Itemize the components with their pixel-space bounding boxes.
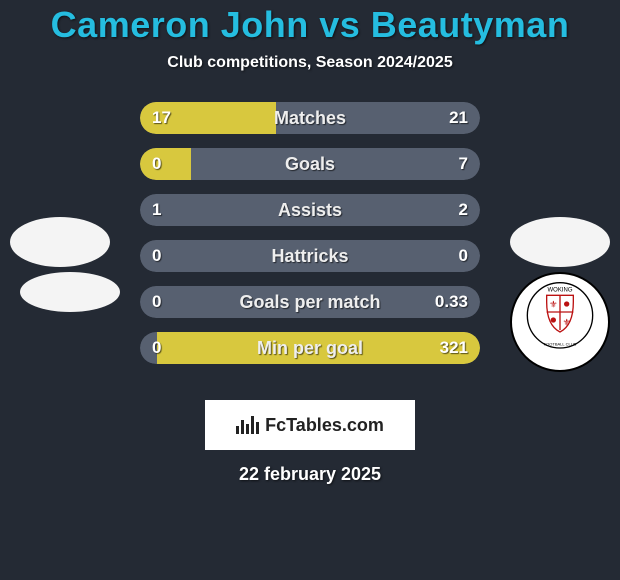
stat-value-right: 0 (459, 240, 468, 272)
player-badge-left-1 (10, 217, 110, 267)
comparison-chart: WOKING FOOTBALL CLUB ⚜ ⚜ 17Matches210Goa… (0, 102, 620, 382)
stat-row: 0Goals per match0.33 (140, 286, 480, 318)
club-crest-right: WOKING FOOTBALL CLUB ⚜ ⚜ (510, 272, 610, 372)
stat-row: 0Goals7 (140, 148, 480, 180)
stat-label: Assists (140, 194, 480, 226)
stat-value-right: 321 (440, 332, 468, 364)
stat-value-right: 2 (459, 194, 468, 226)
shield-icon: WOKING FOOTBALL CLUB ⚜ ⚜ (525, 282, 595, 362)
stat-label: Min per goal (140, 332, 480, 364)
brand-footer: FcTables.com (205, 400, 415, 450)
player-badge-left-2 (20, 272, 120, 312)
stat-label: Matches (140, 102, 480, 134)
svg-text:FOOTBALL CLUB: FOOTBALL CLUB (544, 341, 577, 346)
stat-value-right: 0.33 (435, 286, 468, 318)
stat-value-right: 7 (459, 148, 468, 180)
stat-row: 0Hattricks0 (140, 240, 480, 272)
svg-text:⚜: ⚜ (562, 317, 570, 327)
player-badge-right-1 (510, 217, 610, 267)
date-text: 22 february 2025 (0, 464, 620, 485)
stat-row: 17Matches21 (140, 102, 480, 134)
stat-label: Hattricks (140, 240, 480, 272)
stat-value-right: 21 (449, 102, 468, 134)
page-subtitle: Club competitions, Season 2024/2025 (0, 54, 620, 72)
brand-text: FcTables.com (265, 415, 384, 436)
stat-row: 1Assists2 (140, 194, 480, 226)
page-title: Cameron John vs Beautyman (0, 0, 620, 46)
svg-text:⚜: ⚜ (549, 299, 557, 309)
stat-row: 0Min per goal321 (140, 332, 480, 364)
bar-chart-icon (236, 416, 259, 434)
stat-label: Goals (140, 148, 480, 180)
stat-label: Goals per match (140, 286, 480, 318)
svg-text:WOKING: WOKING (548, 287, 573, 293)
